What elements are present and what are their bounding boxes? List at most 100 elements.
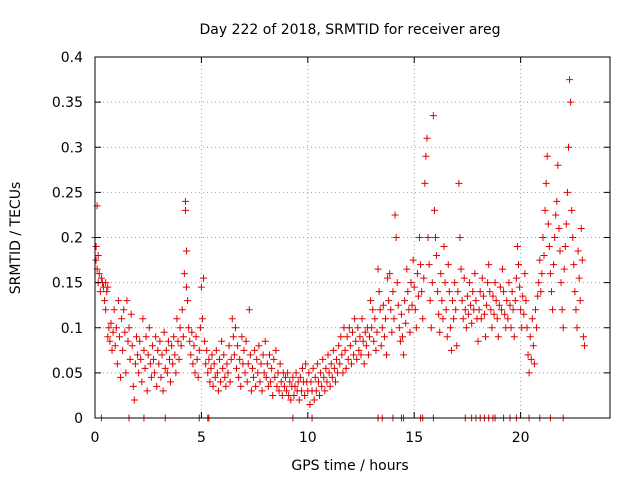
data-point — [191, 369, 199, 377]
y-tick-label: 0.15 — [52, 276, 83, 292]
data-point — [305, 369, 313, 377]
data-point — [272, 346, 280, 354]
data-point — [253, 355, 261, 363]
data-point — [131, 360, 139, 368]
data-point — [337, 333, 345, 341]
data-point — [478, 274, 486, 282]
data-point — [241, 369, 249, 377]
data-point — [277, 378, 285, 386]
data-point — [223, 360, 231, 368]
data-point — [489, 292, 497, 300]
data-point — [476, 288, 484, 296]
data-point — [559, 324, 567, 332]
data-point — [379, 301, 387, 309]
data-point — [576, 297, 584, 305]
data-point — [521, 270, 529, 278]
data-point — [454, 288, 462, 296]
data-point — [456, 234, 464, 241]
data-point — [540, 252, 548, 260]
data-point — [460, 274, 468, 282]
data-point — [190, 342, 198, 350]
data-point — [163, 369, 171, 377]
data-point — [372, 346, 380, 354]
data-point — [437, 270, 445, 278]
data-point — [105, 324, 113, 332]
data-point — [511, 297, 519, 305]
data-point — [434, 288, 442, 296]
data-point — [375, 288, 383, 296]
data-point — [102, 279, 110, 287]
data-point — [160, 328, 168, 336]
data-point — [507, 324, 515, 332]
data-point — [154, 346, 162, 354]
data-point — [136, 337, 144, 345]
data-point — [558, 306, 566, 314]
data-point — [364, 351, 372, 359]
data-point — [360, 360, 368, 368]
data-point — [501, 310, 509, 318]
data-point — [268, 364, 276, 372]
data-point — [463, 292, 471, 300]
data-point — [197, 283, 205, 291]
x-axis-label: GPS time / hours — [291, 458, 408, 474]
data-point — [302, 360, 310, 368]
data-point — [96, 288, 104, 296]
data-point — [120, 306, 128, 314]
data-point — [551, 234, 559, 241]
data-point — [97, 274, 105, 282]
data-point — [267, 378, 275, 386]
data-point — [341, 346, 349, 354]
data-point — [344, 355, 352, 363]
y-tick-label: 0 — [74, 411, 83, 427]
data-point — [180, 270, 188, 278]
data-point — [123, 297, 131, 305]
data-point — [494, 333, 502, 341]
data-point — [213, 369, 221, 377]
data-point — [222, 382, 230, 390]
data-point — [469, 288, 477, 296]
data-point — [444, 261, 452, 269]
data-point — [342, 364, 350, 372]
x-tick-label: 5 — [197, 430, 206, 446]
data-point — [350, 351, 358, 359]
data-point — [418, 288, 426, 296]
data-point — [320, 373, 328, 381]
series-SRMTID — [91, 76, 588, 408]
data-point — [151, 369, 159, 377]
data-point — [490, 310, 498, 318]
data-point — [544, 220, 552, 228]
data-point — [165, 355, 173, 363]
data-point — [557, 279, 565, 287]
data-point — [229, 333, 237, 341]
data-point — [438, 297, 446, 305]
data-point — [224, 369, 232, 377]
data-point — [281, 373, 289, 381]
data-point — [567, 98, 575, 106]
data-point — [428, 279, 436, 287]
data-point — [258, 387, 266, 395]
data-point — [128, 342, 136, 350]
data-point — [449, 297, 457, 305]
data-point — [577, 224, 585, 232]
data-point — [512, 274, 520, 282]
data-point — [209, 382, 217, 390]
data-point — [189, 360, 197, 368]
data-point — [575, 274, 583, 282]
data-point — [217, 378, 225, 386]
data-point — [327, 360, 335, 368]
data-point — [330, 364, 338, 372]
data-point — [230, 351, 238, 359]
data-point — [547, 288, 555, 296]
data-point — [514, 261, 522, 269]
data-point — [504, 315, 512, 323]
data-point — [391, 211, 399, 219]
data-point — [416, 234, 424, 241]
data-point — [396, 337, 404, 345]
data-point — [219, 364, 227, 372]
data-point — [362, 342, 370, 350]
data-point — [533, 324, 541, 332]
data-point — [150, 355, 158, 363]
data-point — [162, 346, 170, 354]
data-point — [248, 364, 256, 372]
data-point — [322, 364, 330, 372]
